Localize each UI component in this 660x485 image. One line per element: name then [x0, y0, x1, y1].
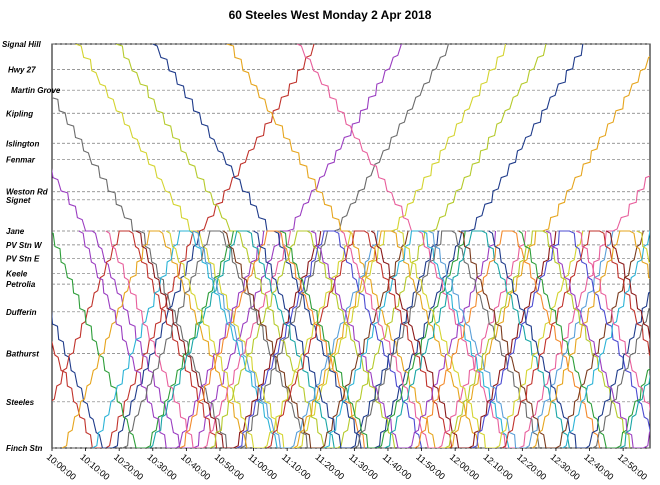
trip-line [52, 44, 315, 448]
trip-line [115, 44, 547, 448]
stop-label: Signal Hill [2, 40, 41, 49]
trip-lines [52, 44, 650, 448]
trip-line [52, 44, 402, 448]
stop-label: Signet [6, 196, 31, 205]
trip-line [105, 230, 292, 448]
trip-line [75, 44, 507, 448]
stop-label: Hwy 27 [8, 65, 36, 74]
trip-line [562, 230, 650, 448]
stop-label: Weston Rd [6, 188, 49, 197]
trip-line [370, 230, 557, 448]
stop-label: Jane [6, 227, 25, 236]
trip-line [636, 230, 650, 264]
trip-line [152, 44, 584, 448]
x-tick-label: 10:20:00 [112, 452, 145, 482]
trip-line [222, 230, 409, 448]
stop-label: Dufferin [6, 308, 37, 317]
stop-label: Martin Grove [11, 86, 61, 95]
stop-label: Islington [6, 139, 39, 148]
stop-labels: Signal Hill Hwy 27 Martin Grove Kipling Isli… [2, 40, 61, 453]
trip-line [209, 230, 396, 448]
trip-line [52, 230, 234, 448]
trip-line [545, 230, 650, 448]
trip-line [414, 230, 601, 448]
x-tick-label: 11:30:00 [347, 452, 380, 482]
trip-line [280, 230, 466, 448]
trip-line [501, 230, 650, 448]
x-tick-label: 11:10:00 [280, 452, 313, 482]
x-tick-label: 12:10:00 [481, 452, 514, 482]
trip-line [52, 230, 218, 448]
stop-label: Petrolia [6, 280, 36, 289]
trip-line [323, 230, 510, 448]
stop-label: Steeles [6, 398, 35, 407]
trip-line [135, 230, 322, 448]
trip-line [532, 230, 650, 448]
x-tick-label: 10:40:00 [179, 452, 212, 482]
trip-line [52, 230, 201, 448]
trip-line [592, 307, 650, 448]
x-tick-label: 12:20:00 [515, 452, 548, 482]
trip-line [575, 230, 650, 414]
stop-label: Bathurst [6, 349, 39, 358]
x-tick-label: 10:30:00 [146, 452, 179, 482]
trip-line [61, 230, 248, 448]
x-tick-label: 11:20:00 [313, 452, 346, 482]
trip-line [78, 230, 265, 448]
trip-line [52, 44, 449, 448]
stop-label: PV Stn E [6, 255, 40, 264]
trip-line [397, 230, 584, 448]
trip-line [266, 230, 453, 448]
x-tick-label: 10:50:00 [213, 452, 246, 482]
trip-line [606, 230, 650, 341]
x-tick-label: 10:10:00 [78, 452, 111, 482]
chart-title: 60 Steeles West Monday 2 Apr 2018 [228, 8, 432, 22]
trip-line [296, 44, 650, 448]
stop-label: Fenmar [6, 155, 36, 164]
stop-label: Kipling [6, 109, 33, 118]
time-tick-labels: 10:00:00 10:10:00 10:20:00 10:30:00 10:40:00… [45, 448, 649, 482]
stop-label: PV Stn W [6, 241, 43, 250]
stop-label: Keele [6, 270, 28, 279]
trip-line [92, 230, 278, 448]
trip-line [226, 44, 650, 448]
trip-line [192, 230, 379, 448]
trip-line [458, 230, 644, 448]
trip-line [293, 230, 480, 448]
x-tick-label: 11:00:00 [246, 452, 279, 482]
trip-line [179, 230, 365, 448]
trip-line [619, 373, 650, 448]
trip-line [384, 230, 570, 448]
x-tick-label: 12:50:00 [616, 452, 649, 482]
trip-line [310, 230, 497, 448]
trip-line [340, 230, 527, 448]
x-tick-label: 12:00:00 [448, 452, 481, 482]
x-tick-label: 11:50:00 [414, 452, 447, 482]
trip-line [122, 230, 308, 448]
trip-line [236, 230, 423, 448]
stop-label: Finch Stn [6, 444, 43, 453]
trip-line [354, 230, 540, 448]
trip-line [149, 230, 335, 448]
x-tick-label: 10:00:00 [45, 452, 78, 482]
trip-line [253, 230, 439, 448]
x-tick-label: 12:30:00 [549, 452, 582, 482]
trip-line [518, 230, 650, 448]
x-tick-label: 11:40:00 [381, 452, 414, 482]
trip-line [471, 230, 650, 448]
trip-line [488, 230, 650, 448]
trip-line [444, 230, 631, 448]
x-tick-label: 12:40:00 [582, 452, 615, 482]
trip-line [428, 230, 614, 448]
trip-line [165, 230, 352, 448]
